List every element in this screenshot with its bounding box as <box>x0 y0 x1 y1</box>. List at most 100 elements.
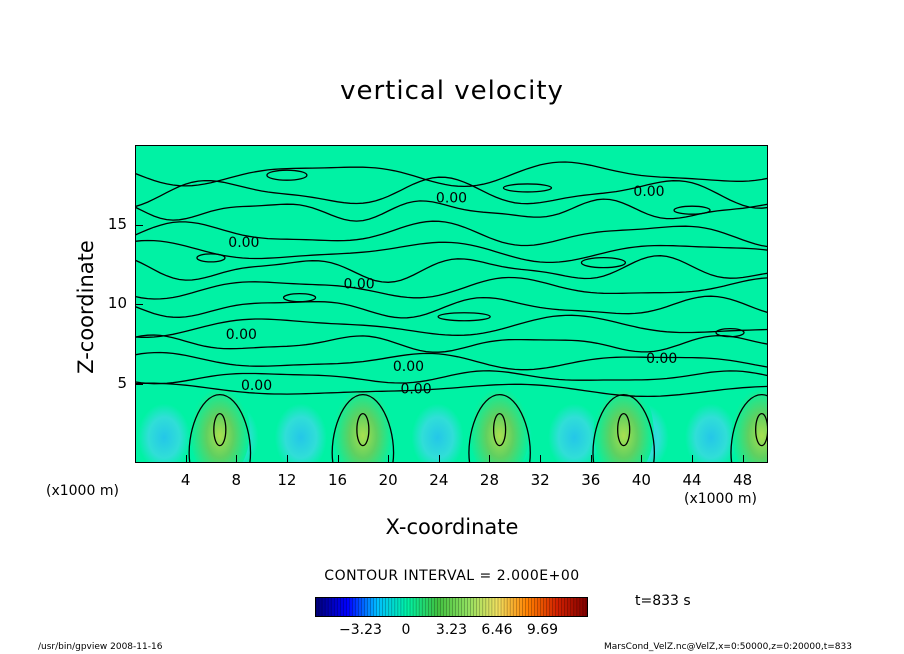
x-tick-label: 40 <box>631 471 651 489</box>
colorbar-cell <box>376 598 381 616</box>
colorbar-tick-label: 0 <box>401 622 411 638</box>
x-tick-label: 16 <box>328 471 348 489</box>
footer-program-date: /usr/bin/gpview 2008-11-16 <box>38 642 163 652</box>
x-tick-label: 44 <box>682 471 702 489</box>
contour-eddy <box>196 253 226 263</box>
x-tick-label: 4 <box>180 471 191 489</box>
colorbar-cell <box>476 598 481 616</box>
y-tick-mark <box>135 304 143 305</box>
contour-line <box>135 314 768 338</box>
colorbar-cell <box>446 598 450 616</box>
colorbar-cell <box>531 598 535 616</box>
contour-line <box>135 334 768 353</box>
updraft-contour <box>331 393 395 463</box>
colorbar-cell <box>352 598 356 616</box>
contour-line <box>135 220 768 248</box>
downdraft-area <box>138 403 191 463</box>
colorbar-cell <box>367 598 372 616</box>
colorbar-cell <box>537 598 541 616</box>
x-tick-mark <box>641 455 643 463</box>
colorbar-cell <box>337 598 341 616</box>
colorbar-cell <box>543 598 548 616</box>
x-tick-mark <box>438 455 440 463</box>
colorbar-cell <box>428 598 432 616</box>
colorbar-cell <box>331 598 335 616</box>
contour-line <box>135 255 768 283</box>
contour-line <box>135 176 768 209</box>
contour-line <box>135 351 768 371</box>
colorbar-cell <box>388 598 393 616</box>
x-tick-label: 8 <box>231 471 242 489</box>
colorbar-cell <box>361 598 366 616</box>
contour-eddy <box>502 183 553 193</box>
x-tick-label: 20 <box>378 471 398 489</box>
colorbar-cell <box>470 598 475 616</box>
x-tick-label: 24 <box>429 471 449 489</box>
updraft-core-contour <box>617 412 631 447</box>
x-tick-label: 48 <box>733 471 753 489</box>
contour-eddy <box>673 205 711 215</box>
colorbar-cell <box>355 598 359 616</box>
colorbar-cell <box>319 598 323 616</box>
updraft-core-contour <box>492 412 507 447</box>
x-tick-label: 28 <box>479 471 500 489</box>
contour-label: 0.00 <box>343 276 374 292</box>
colorbar-cell <box>510 598 514 616</box>
colorbar-cell <box>434 598 438 616</box>
colorbar-cell <box>494 598 499 616</box>
x-tick-label: 32 <box>530 471 550 489</box>
colorbar-cell <box>325 598 329 616</box>
colorbar-tick-label: −3.23 <box>339 622 382 638</box>
colorbar-cell <box>358 598 362 616</box>
colorbar-cell <box>322 598 326 616</box>
colorbar-cell <box>458 598 463 616</box>
updraft-contour <box>188 393 252 463</box>
downdraft-area <box>685 403 738 463</box>
colorbar-cell <box>431 598 435 616</box>
colorbar-cell <box>400 598 405 616</box>
colorbar-gradient <box>316 598 587 616</box>
colorbar-cell <box>422 598 426 616</box>
colorbar-cell <box>552 598 557 616</box>
colorbar-cell <box>540 598 544 616</box>
updraft-core-contour <box>213 412 227 447</box>
colorbar-cell <box>519 598 523 616</box>
colorbar-cell <box>549 598 554 616</box>
colorbar-cell <box>576 598 581 616</box>
y-axis-label: Z-coordinate <box>74 240 98 374</box>
colorbar-cell <box>522 598 526 616</box>
colorbar-cell <box>585 598 587 616</box>
x-tick-label: 12 <box>277 471 297 489</box>
colorbar-cell <box>334 598 338 616</box>
contour-plot: 0.00 0.00 0.00 0.00 0.00 0.00 0.00 0.00 0.00 <box>135 161 768 463</box>
colorbar-cell <box>582 598 587 616</box>
colorbar-cell <box>479 598 484 616</box>
colorbar-cell <box>413 598 417 616</box>
colorbar-cell <box>528 598 532 616</box>
colorbar-cell <box>567 598 572 616</box>
colorbar <box>315 597 588 617</box>
colorbar-cell <box>546 598 551 616</box>
x-tick-mark <box>489 455 491 463</box>
colorbar-cell <box>455 598 460 616</box>
colorbar-cell <box>407 598 411 616</box>
colorbar-cell <box>443 598 447 616</box>
colorbar-cell <box>316 598 320 616</box>
colorbar-cell <box>394 598 399 616</box>
colorbar-cell <box>504 598 508 616</box>
x-tick-mark <box>236 455 238 463</box>
colorbar-cell <box>573 598 578 616</box>
colorbar-cell <box>346 598 350 616</box>
colorbar-cell <box>488 598 493 616</box>
downdraft-area <box>411 403 464 463</box>
contour-eddy <box>266 169 308 181</box>
colorbar-cell <box>343 598 347 616</box>
colorbar-cell <box>403 598 408 616</box>
x-unit-label-left: (x1000 m) <box>46 483 119 499</box>
colorbar-cell <box>507 598 511 616</box>
colorbar-cell <box>534 598 538 616</box>
colorbar-cell <box>349 598 353 616</box>
colorbar-cell <box>491 598 496 616</box>
colorbar-cell <box>482 598 487 616</box>
y-tick-label: 10 <box>107 294 127 312</box>
